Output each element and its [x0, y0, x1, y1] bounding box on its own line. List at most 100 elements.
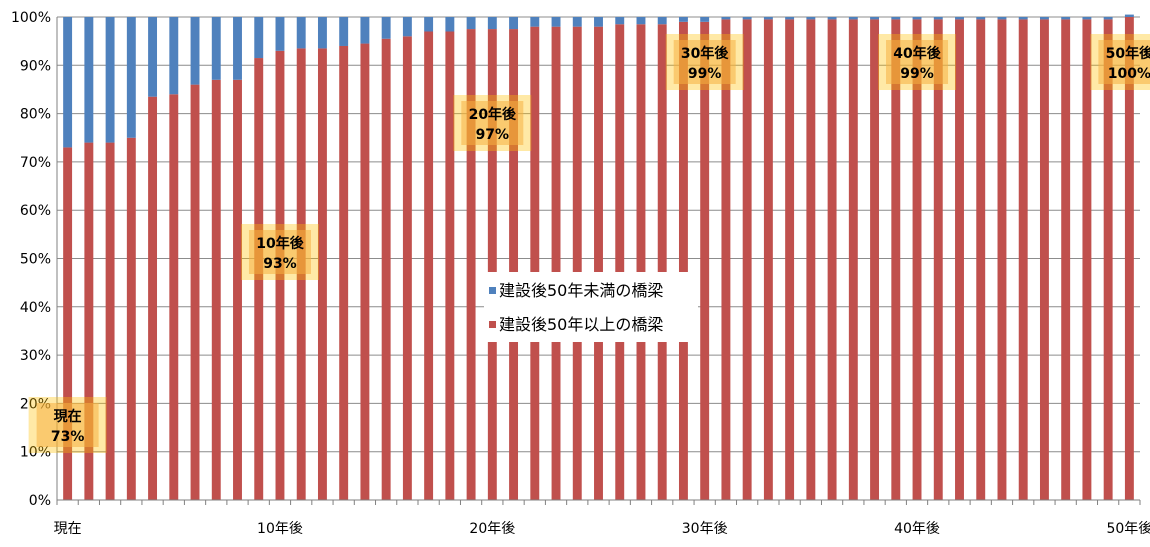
bar-under-50	[1103, 17, 1113, 20]
bar-over-50	[763, 19, 773, 500]
bar-over-50	[700, 21, 710, 501]
bar-over-50	[445, 31, 455, 501]
bar-under-50	[509, 17, 519, 30]
annotation-period: 20年後	[469, 106, 517, 123]
y-tick-label: 90%	[20, 58, 51, 74]
bar-under-50	[1124, 14, 1134, 17]
bar-under-50	[870, 17, 880, 20]
bar-under-50	[360, 17, 370, 44]
bar-over-50	[487, 29, 497, 500]
bar-under-50	[848, 17, 858, 20]
bar-under-50	[190, 17, 200, 85]
bar-over-50	[424, 31, 434, 501]
annotation-box	[1098, 40, 1150, 84]
bar-under-50	[785, 17, 795, 20]
bar-over-50	[339, 45, 349, 500]
annotation-box	[886, 40, 949, 84]
annotation-box	[36, 403, 99, 447]
bar-over-50	[976, 19, 986, 500]
bar-under-50	[211, 17, 221, 80]
x-tick-label: 40年後	[894, 521, 940, 537]
bars	[63, 14, 1134, 501]
bar-under-50	[275, 17, 285, 51]
bar-over-50	[806, 19, 816, 500]
annotation-label: 現在 73%	[28, 397, 107, 453]
bar-over-50	[84, 142, 94, 500]
x-tick-label: 30年後	[682, 521, 728, 537]
bar-over-50	[105, 142, 115, 500]
bar-over-50	[615, 24, 625, 501]
bar-over-50	[594, 26, 603, 500]
bar-over-50	[955, 19, 964, 500]
annotation-period: 40年後	[893, 45, 941, 62]
annotation-box	[248, 230, 311, 274]
bar-under-50	[148, 17, 158, 97]
bar-over-50	[63, 147, 73, 500]
annotation-percent: 73%	[51, 429, 85, 445]
bar-under-50	[700, 17, 710, 22]
bar-over-50	[233, 79, 242, 500]
y-tick-label: 80%	[20, 107, 51, 123]
bar-over-50	[870, 19, 880, 500]
bar-under-50	[976, 17, 986, 20]
bar-under-50	[636, 17, 646, 25]
bar-under-50	[126, 17, 136, 138]
bar-under-50	[487, 17, 497, 30]
bar-over-50	[254, 58, 264, 501]
y-tick-label: 10%	[20, 445, 51, 461]
bar-under-50	[806, 17, 816, 20]
bar-over-50	[1124, 17, 1134, 500]
bar-under-50	[84, 17, 94, 143]
bar-over-50	[827, 19, 837, 500]
legend-label: 建設後50年未満の橋梁	[499, 281, 663, 300]
bar-under-50	[105, 17, 115, 143]
bar-over-50	[211, 79, 221, 500]
bar-under-50	[827, 17, 837, 20]
bar-under-50	[233, 17, 242, 80]
annotation-period: 10年後	[256, 235, 304, 252]
bar-over-50	[742, 19, 752, 500]
bar-under-50	[1018, 17, 1028, 20]
bar-over-50	[997, 19, 1007, 500]
bar-over-50	[891, 19, 901, 500]
bar-under-50	[657, 17, 667, 25]
annotation-label: 50年後 100%	[1090, 34, 1150, 90]
bar-under-50	[402, 17, 412, 37]
bar-under-50	[1039, 17, 1049, 20]
bar-over-50	[912, 19, 922, 500]
bar-over-50	[785, 19, 795, 500]
annotation-percent: 97%	[476, 127, 510, 143]
bar-over-50	[169, 94, 179, 500]
bar-over-50	[933, 19, 943, 500]
bar-under-50	[296, 17, 306, 49]
annotation-box	[673, 40, 736, 84]
bar-over-50	[551, 26, 561, 500]
bar-over-50	[381, 38, 391, 501]
y-tick-label: 40%	[20, 300, 51, 316]
bar-over-50	[402, 36, 412, 500]
bar-under-50	[615, 17, 625, 25]
annotation-percent: 99%	[900, 66, 934, 82]
bar-over-50	[657, 24, 667, 501]
x-tick-label: 10年後	[257, 521, 303, 537]
bar-over-50	[848, 19, 858, 500]
bar-under-50	[445, 17, 455, 32]
bar-under-50	[381, 17, 391, 39]
bar-over-50	[636, 24, 646, 501]
bar-under-50	[912, 17, 922, 20]
bar-over-50	[1039, 19, 1049, 500]
annotation-box	[461, 101, 524, 145]
bar-under-50	[466, 17, 476, 30]
bar-under-50	[169, 17, 179, 95]
bar-over-50	[678, 21, 688, 501]
bar-over-50	[1018, 19, 1028, 500]
bar-under-50	[742, 17, 752, 20]
bar-under-50	[997, 17, 1007, 20]
annotations: 現在 73% 10年後 93% 20年後 97% 30年後 99% 40年後 99% 50年後 100…	[28, 34, 1150, 453]
bar-under-50	[530, 17, 540, 27]
bar-under-50	[1061, 17, 1071, 20]
bar-under-50	[254, 17, 264, 59]
y-tick-label: 50%	[20, 252, 51, 268]
bar-under-50	[317, 17, 327, 49]
